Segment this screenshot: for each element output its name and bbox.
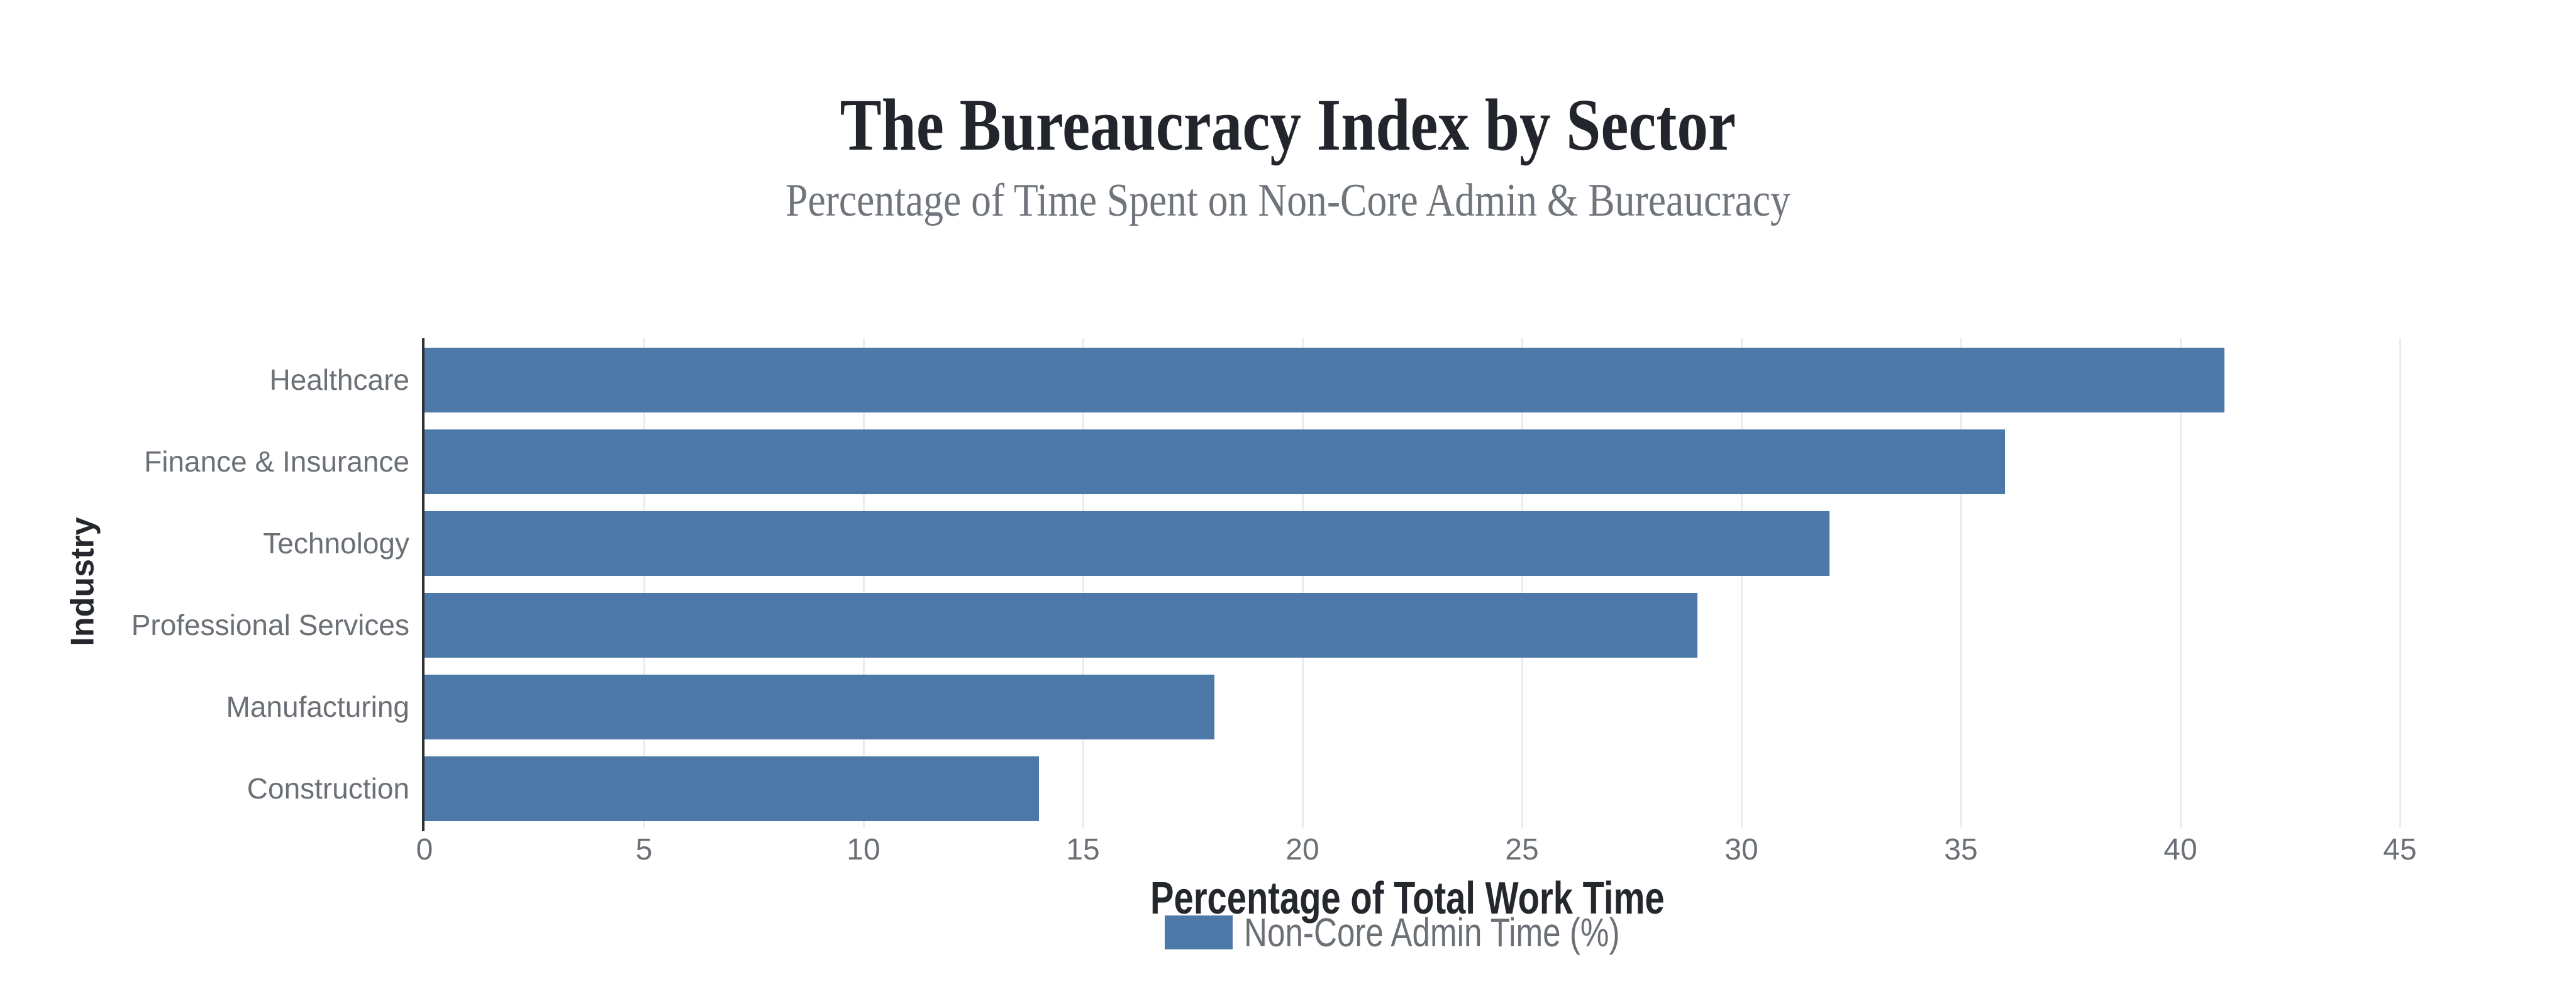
x-tick-label-25: 25 <box>1505 833 1539 866</box>
x-tick-label-30: 30 <box>1724 833 1758 866</box>
chart-subtitle: Percentage of Time Spent on Non-Core Adm… <box>0 177 2576 224</box>
x-tick-label-35: 35 <box>1944 833 1978 866</box>
x-axis-title: Percentage of Total Work Time <box>1150 873 1665 924</box>
gridline-x-20 <box>1301 338 1304 828</box>
gridline-x-25 <box>1521 338 1523 828</box>
gridline-x-35 <box>1960 338 1962 828</box>
x-tick-label-5: 5 <box>635 833 653 866</box>
category-label-professional-services: Professional Services <box>131 609 409 641</box>
gridline-x-30 <box>1740 338 1743 828</box>
x-tick-label-0: 0 <box>416 833 433 866</box>
gridline-x-15 <box>1082 338 1084 828</box>
category-label-construction: Construction <box>247 772 409 805</box>
category-label-manufacturing: Manufacturing <box>226 690 410 723</box>
category-label-healthcare: Healthcare <box>269 363 409 396</box>
bar-professional-services[interactable] <box>425 593 1698 658</box>
x-tick-label-45: 45 <box>2383 833 2417 866</box>
gridline-x-45 <box>2399 338 2401 828</box>
category-label-finance-insurance: Finance & Insurance <box>144 445 409 478</box>
chart-title: The Bureaucracy Index by Sector <box>0 88 2576 162</box>
gridline-x-10 <box>862 338 865 828</box>
x-tick-label-10: 10 <box>847 833 880 866</box>
y-axis-line <box>422 338 425 831</box>
bar-manufacturing[interactable] <box>425 675 1215 739</box>
category-label-technology: Technology <box>263 527 409 560</box>
x-tick-label-40: 40 <box>2163 833 2197 866</box>
legend-label[interactable]: Non-Core Admin Time (%) <box>1244 910 1620 955</box>
bar-finance-insurance[interactable] <box>425 429 2005 494</box>
x-tick-label-15: 15 <box>1066 833 1100 866</box>
chart-subtitle-text: Percentage of Time Spent on Non-Core Adm… <box>786 175 1790 226</box>
x-tick-label-20: 20 <box>1285 833 1319 866</box>
legend-swatch[interactable] <box>1165 915 1233 949</box>
gridline-x-5 <box>643 338 645 828</box>
bar-technology[interactable] <box>425 511 1829 576</box>
bar-construction[interactable] <box>425 756 1040 821</box>
chart-title-text: The Bureaucracy Index by Sector <box>840 84 1736 166</box>
gridline-x-40 <box>2179 338 2182 828</box>
bar-healthcare[interactable] <box>425 348 2224 412</box>
